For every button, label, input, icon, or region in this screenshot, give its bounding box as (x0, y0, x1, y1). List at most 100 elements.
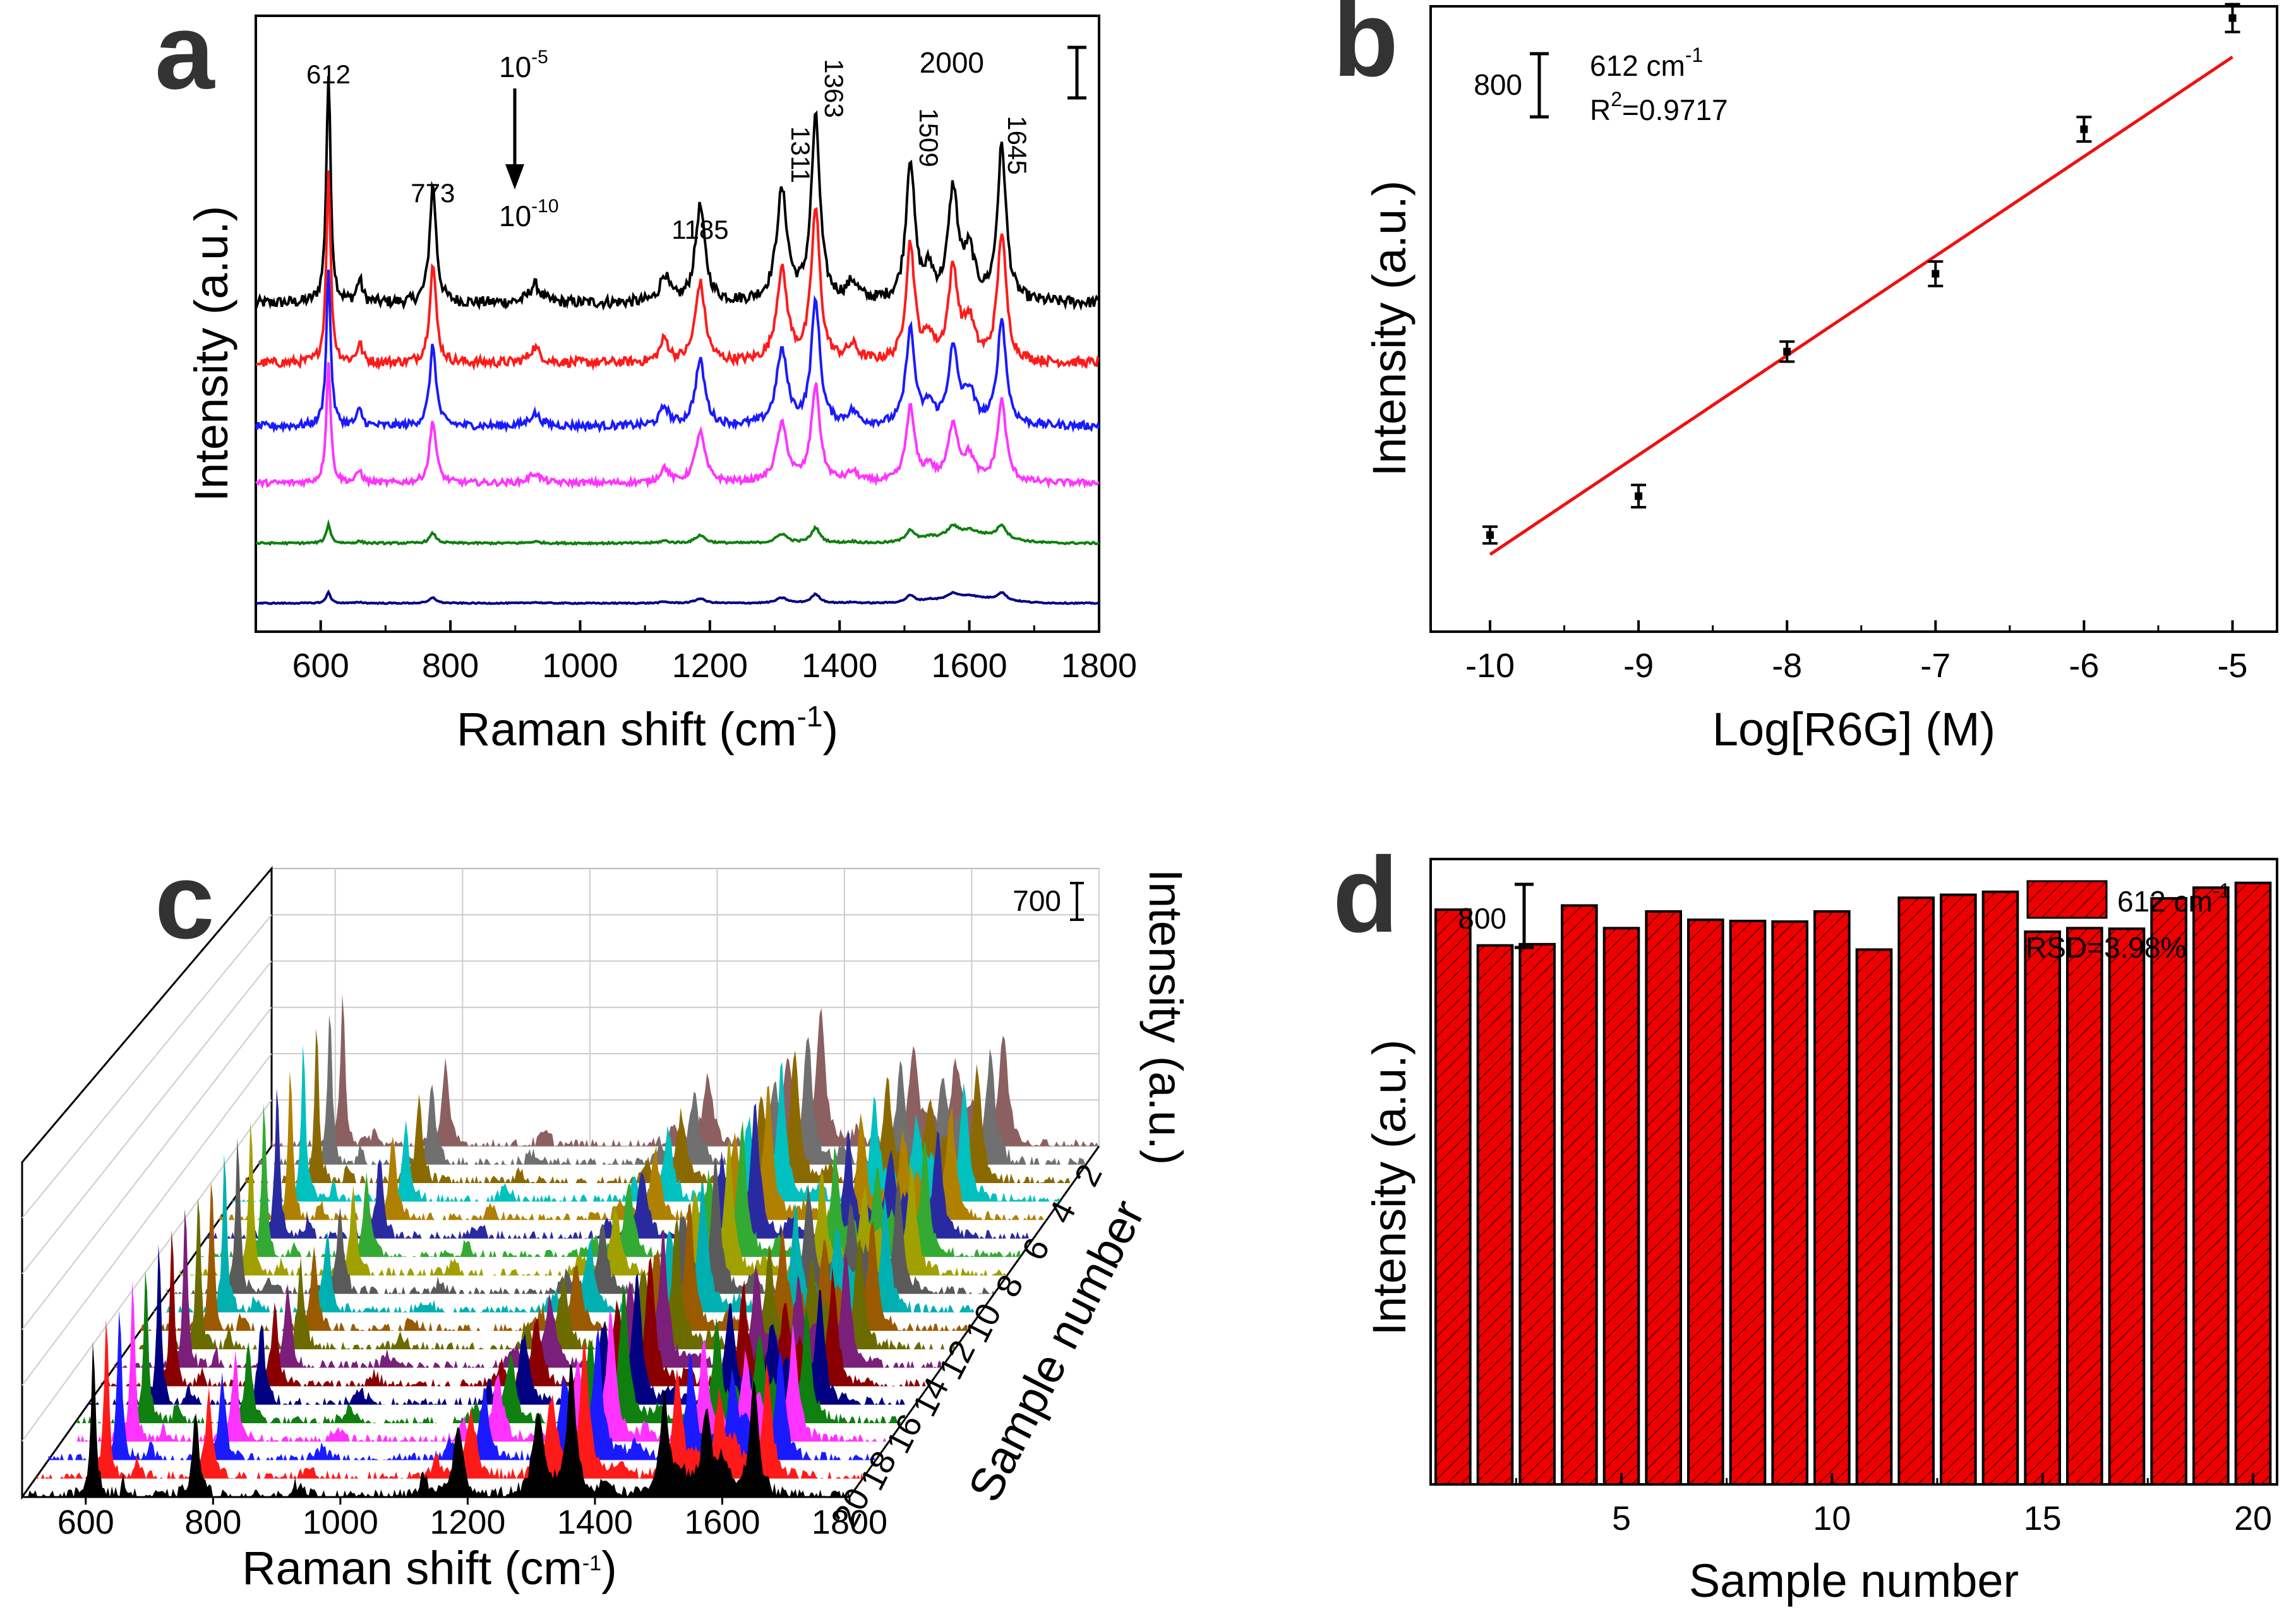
panel-d-bar (1476, 944, 1514, 1486)
panel-d-bar (2108, 927, 2146, 1486)
panel-d-x-title: Sample number (1689, 1555, 2019, 1607)
panel-c-x-tick-label: 800 (184, 1503, 241, 1541)
panel-a-x-tick-label: 1800 (1061, 647, 1137, 685)
panel-a-conc-top: 10-5 (499, 47, 548, 83)
panel-b-point (1928, 260, 1944, 287)
panel-c-sample-2 (258, 1014, 1086, 1165)
panel-c-z-title: Intensity (a.u.) (1139, 869, 1192, 1165)
panel-d-bar (1687, 918, 1724, 1486)
panel-c-scale-bar-label: 700 (1013, 884, 1061, 917)
panel-d-bar (2192, 886, 2230, 1486)
panel-c-sample-18 (48, 1310, 876, 1460)
panel-a-x-tick-label: 1400 (802, 647, 877, 685)
panel-d-bar (1771, 920, 1808, 1486)
panel-a-series-5 (255, 519, 1100, 546)
panel-b-point (2076, 116, 2092, 143)
panel-d: d 5 10 15 20 800 612 cm-1 RSD=3.98% Sample … (1333, 835, 2278, 1607)
panel-a-series-3 (255, 269, 1100, 434)
panel-a-x-tick-label: 600 (292, 647, 349, 685)
panel-d-bar (1981, 890, 2019, 1486)
panel-c-sample-7 (193, 1104, 1021, 1257)
panel-c-sample-tick-label: 4 (1041, 1195, 1083, 1229)
panel-d-legend-label: 612 cm-1 (2117, 879, 2230, 918)
panel-label-b: b (1333, 0, 1398, 99)
panel-d-x-tick-label: 5 (1612, 1500, 1631, 1537)
panel-a-series-6 (255, 589, 1100, 606)
panel-d-scale-bar-label: 800 (1458, 902, 1506, 935)
panel-d-bar (2024, 930, 2061, 1486)
panel-d-bar (1940, 893, 1977, 1486)
panel-d-bar (1729, 920, 1767, 1486)
panel-a-series-2 (255, 170, 1100, 371)
panel-d-bar (2234, 881, 2272, 1486)
panel-b-y-title: Intensity (a.u.) (1363, 181, 1415, 477)
panel-b-x-tick-label: -6 (2069, 647, 2099, 685)
panel-b-annotation-r2: R2=0.9717 (1590, 88, 1728, 126)
panel-c-sample-title: Sample number (958, 1192, 1155, 1510)
panel-b-fit-line (1489, 56, 2233, 556)
panel-a-peak-label: 1185 (671, 215, 728, 244)
panel-c-sample-tick-label: 14 (905, 1371, 956, 1423)
panel-b-x-tick-label: -5 (2217, 647, 2247, 685)
panel-d-bar (1813, 910, 1851, 1486)
panel-a: a 600 800 1000 1200 1400 1600 1800 612 773 1185 1… (155, 0, 1137, 755)
panel-a-y-title: Intensity (a.u.) (185, 206, 237, 502)
panel-d-bar (2150, 897, 2187, 1486)
panel-a-peak-label: 1509 (914, 108, 944, 167)
panel-a-scale-bar-label: 2000 (920, 46, 984, 79)
panel-c-sample-1 (272, 994, 1099, 1146)
panel-c-x-tick-label: 1400 (557, 1503, 633, 1541)
panel-c-x-tick-label: 1200 (430, 1503, 505, 1541)
panel-c-sample-15 (87, 1244, 915, 1405)
panel-b-point (1779, 340, 1795, 363)
panel-c-x-ticks: 600 800 1000 1200 1400 1600 1800 (57, 1497, 887, 1541)
panel-a-conc-bottom: 10-10 (499, 196, 559, 232)
panel-c: c 600 800 1000 1200 1400 1600 1800 24681012141… (21, 841, 1192, 1594)
panel-c-sample-tick-label: 2 (1067, 1158, 1110, 1193)
panel-c-x-tick-label: 600 (57, 1503, 114, 1541)
panel-d-y-title: Intensity (a.u.) (1363, 1040, 1415, 1336)
panel-b-x-tick-label: -10 (1465, 647, 1515, 685)
panel-b-x-tick-label: -8 (1772, 647, 1802, 685)
panel-c-sample-19 (35, 1319, 863, 1479)
panel-a-series-4 (255, 362, 1100, 490)
panel-c-sample-16 (75, 1270, 903, 1424)
panel-b-annotation-wavenumber: 612 cm-1 (1590, 44, 1703, 82)
panel-d-axes-frame (1429, 858, 2278, 1486)
panel-a-series-1 (255, 76, 1100, 311)
panel-a-peak-label: 1311 (786, 126, 815, 183)
panel-label-a: a (155, 0, 215, 112)
panel-d-x-tick-label: 10 (1813, 1500, 1851, 1537)
panel-a-peak-label: 773 (411, 178, 455, 208)
panel-a-x-ticks: 600 800 1000 1200 1400 1600 1800 (255, 620, 1137, 685)
panel-d-bar (1602, 927, 1640, 1486)
panel-c-x-title: Raman shift (cm-1) (242, 1542, 617, 1594)
panel-a-x-title: Raman shift (cm-1) (457, 700, 838, 755)
panel-a-spectra (255, 76, 1100, 606)
panel-c-x-tick-label: 1800 (812, 1503, 887, 1541)
panel-c-sample-5 (219, 1070, 1047, 1220)
panel-d-bar (1518, 942, 1556, 1486)
panel-c-sample-tick-label: 6 (1014, 1232, 1057, 1266)
panel-b-point (2225, 3, 2240, 33)
panel-c-sample-tick-label: 12 (932, 1335, 983, 1386)
panel-c-x-tick-label: 1600 (684, 1503, 760, 1541)
panel-d-bar (1855, 948, 1893, 1486)
panel-a-x-tick-label: 1200 (672, 647, 748, 685)
panel-d-bar (1645, 910, 1682, 1486)
panel-d-bar (1561, 904, 1598, 1486)
panel-a-peak-label: 1645 (1002, 116, 1032, 174)
panel-d-x-tick-label: 20 (2234, 1500, 2272, 1537)
panel-label-c: c (155, 841, 215, 961)
panel-b-x-ticks: -10 -9 -8 -7 -6 -5 (1465, 620, 2247, 685)
panel-b-scale-bar-label: 800 (1474, 68, 1522, 101)
panel-b-axes-frame (1429, 5, 2278, 633)
panel-c-spectra (22, 994, 1099, 1497)
panel-d-x-tick-label: 15 (2024, 1500, 2062, 1537)
panel-b-x-tick-label: -9 (1623, 647, 1654, 685)
panel-c-sample-tick-label: 10 (958, 1297, 1009, 1349)
panel-c-sample-10 (153, 1153, 981, 1313)
panel-c-sample-tick-label: 18 (853, 1445, 904, 1496)
panel-a-peak-label: 1363 (819, 59, 849, 117)
